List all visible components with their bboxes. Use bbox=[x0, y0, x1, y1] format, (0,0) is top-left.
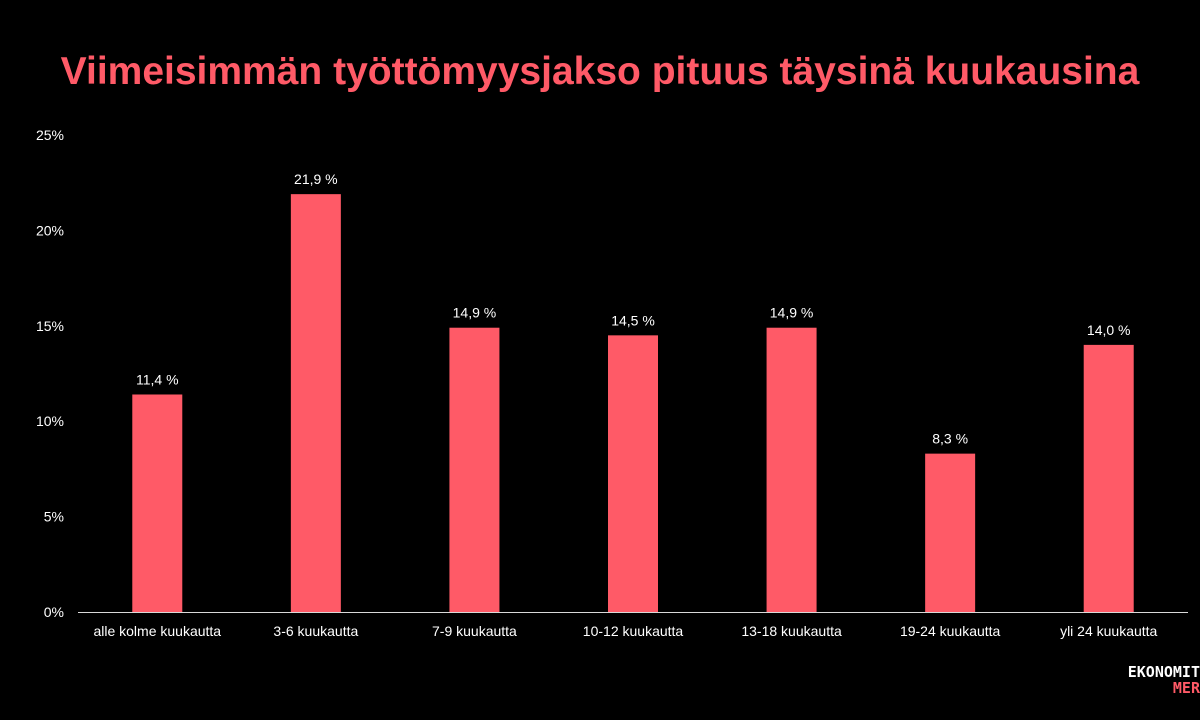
x-tick-label: 13-18 kuukautta bbox=[741, 623, 842, 639]
bar bbox=[925, 453, 976, 612]
y-tick-label: 5% bbox=[44, 509, 64, 525]
logo-text-top: EKONOMIT bbox=[1127, 664, 1200, 681]
data-labels: 11,4 % 21,9 % 14,9 % 14,5 % 14,9 % 8,3 % 14,0 … bbox=[136, 171, 1130, 446]
brand-logo: EKONOMIT MER bbox=[1104, 664, 1200, 696]
y-tick-label: 20% bbox=[36, 222, 64, 238]
bar-value-label: 8,3 % bbox=[932, 431, 968, 447]
y-tick-label: 15% bbox=[36, 318, 64, 334]
x-tick-label: yli 24 kuukautta bbox=[1060, 623, 1157, 639]
x-tick-label: 3-6 kuukautta bbox=[273, 623, 358, 639]
x-axis-labels: alle kolme kuukautta 3-6 kuukautta 7-9 kuu… bbox=[93, 623, 1157, 639]
x-tick-label: 10-12 kuukautta bbox=[583, 623, 684, 639]
x-tick-label: alle kolme kuukautta bbox=[93, 623, 221, 639]
bar bbox=[132, 394, 183, 612]
bar bbox=[608, 335, 658, 612]
bars bbox=[132, 194, 1134, 612]
bar bbox=[1083, 344, 1134, 612]
chart-title: Viimeisimmän työttömyysjakso pituus täys… bbox=[60, 50, 1140, 93]
bar-value-label: 14,9 % bbox=[770, 305, 814, 321]
bar bbox=[766, 327, 817, 612]
x-tick-label: 7-9 kuukautta bbox=[432, 623, 517, 639]
bar-value-label: 14,9 % bbox=[453, 305, 497, 321]
bar-value-label: 21,9 % bbox=[294, 171, 338, 187]
bar bbox=[449, 327, 500, 612]
bar-value-label: 11,4 % bbox=[136, 371, 179, 387]
logo-text-bottom: MER bbox=[1172, 679, 1200, 696]
y-tick-label: 0% bbox=[44, 604, 64, 620]
x-tick-label: 19-24 kuukautta bbox=[900, 623, 1001, 639]
y-tick-label: 10% bbox=[36, 413, 64, 429]
bar-value-label: 14,0 % bbox=[1087, 322, 1131, 338]
bar bbox=[290, 194, 341, 612]
bar-value-label: 14,5 % bbox=[611, 312, 655, 328]
y-axis-ticks: 0% 5% 10% 15% 20% 25% bbox=[36, 127, 64, 620]
y-tick-label: 25% bbox=[36, 127, 64, 143]
